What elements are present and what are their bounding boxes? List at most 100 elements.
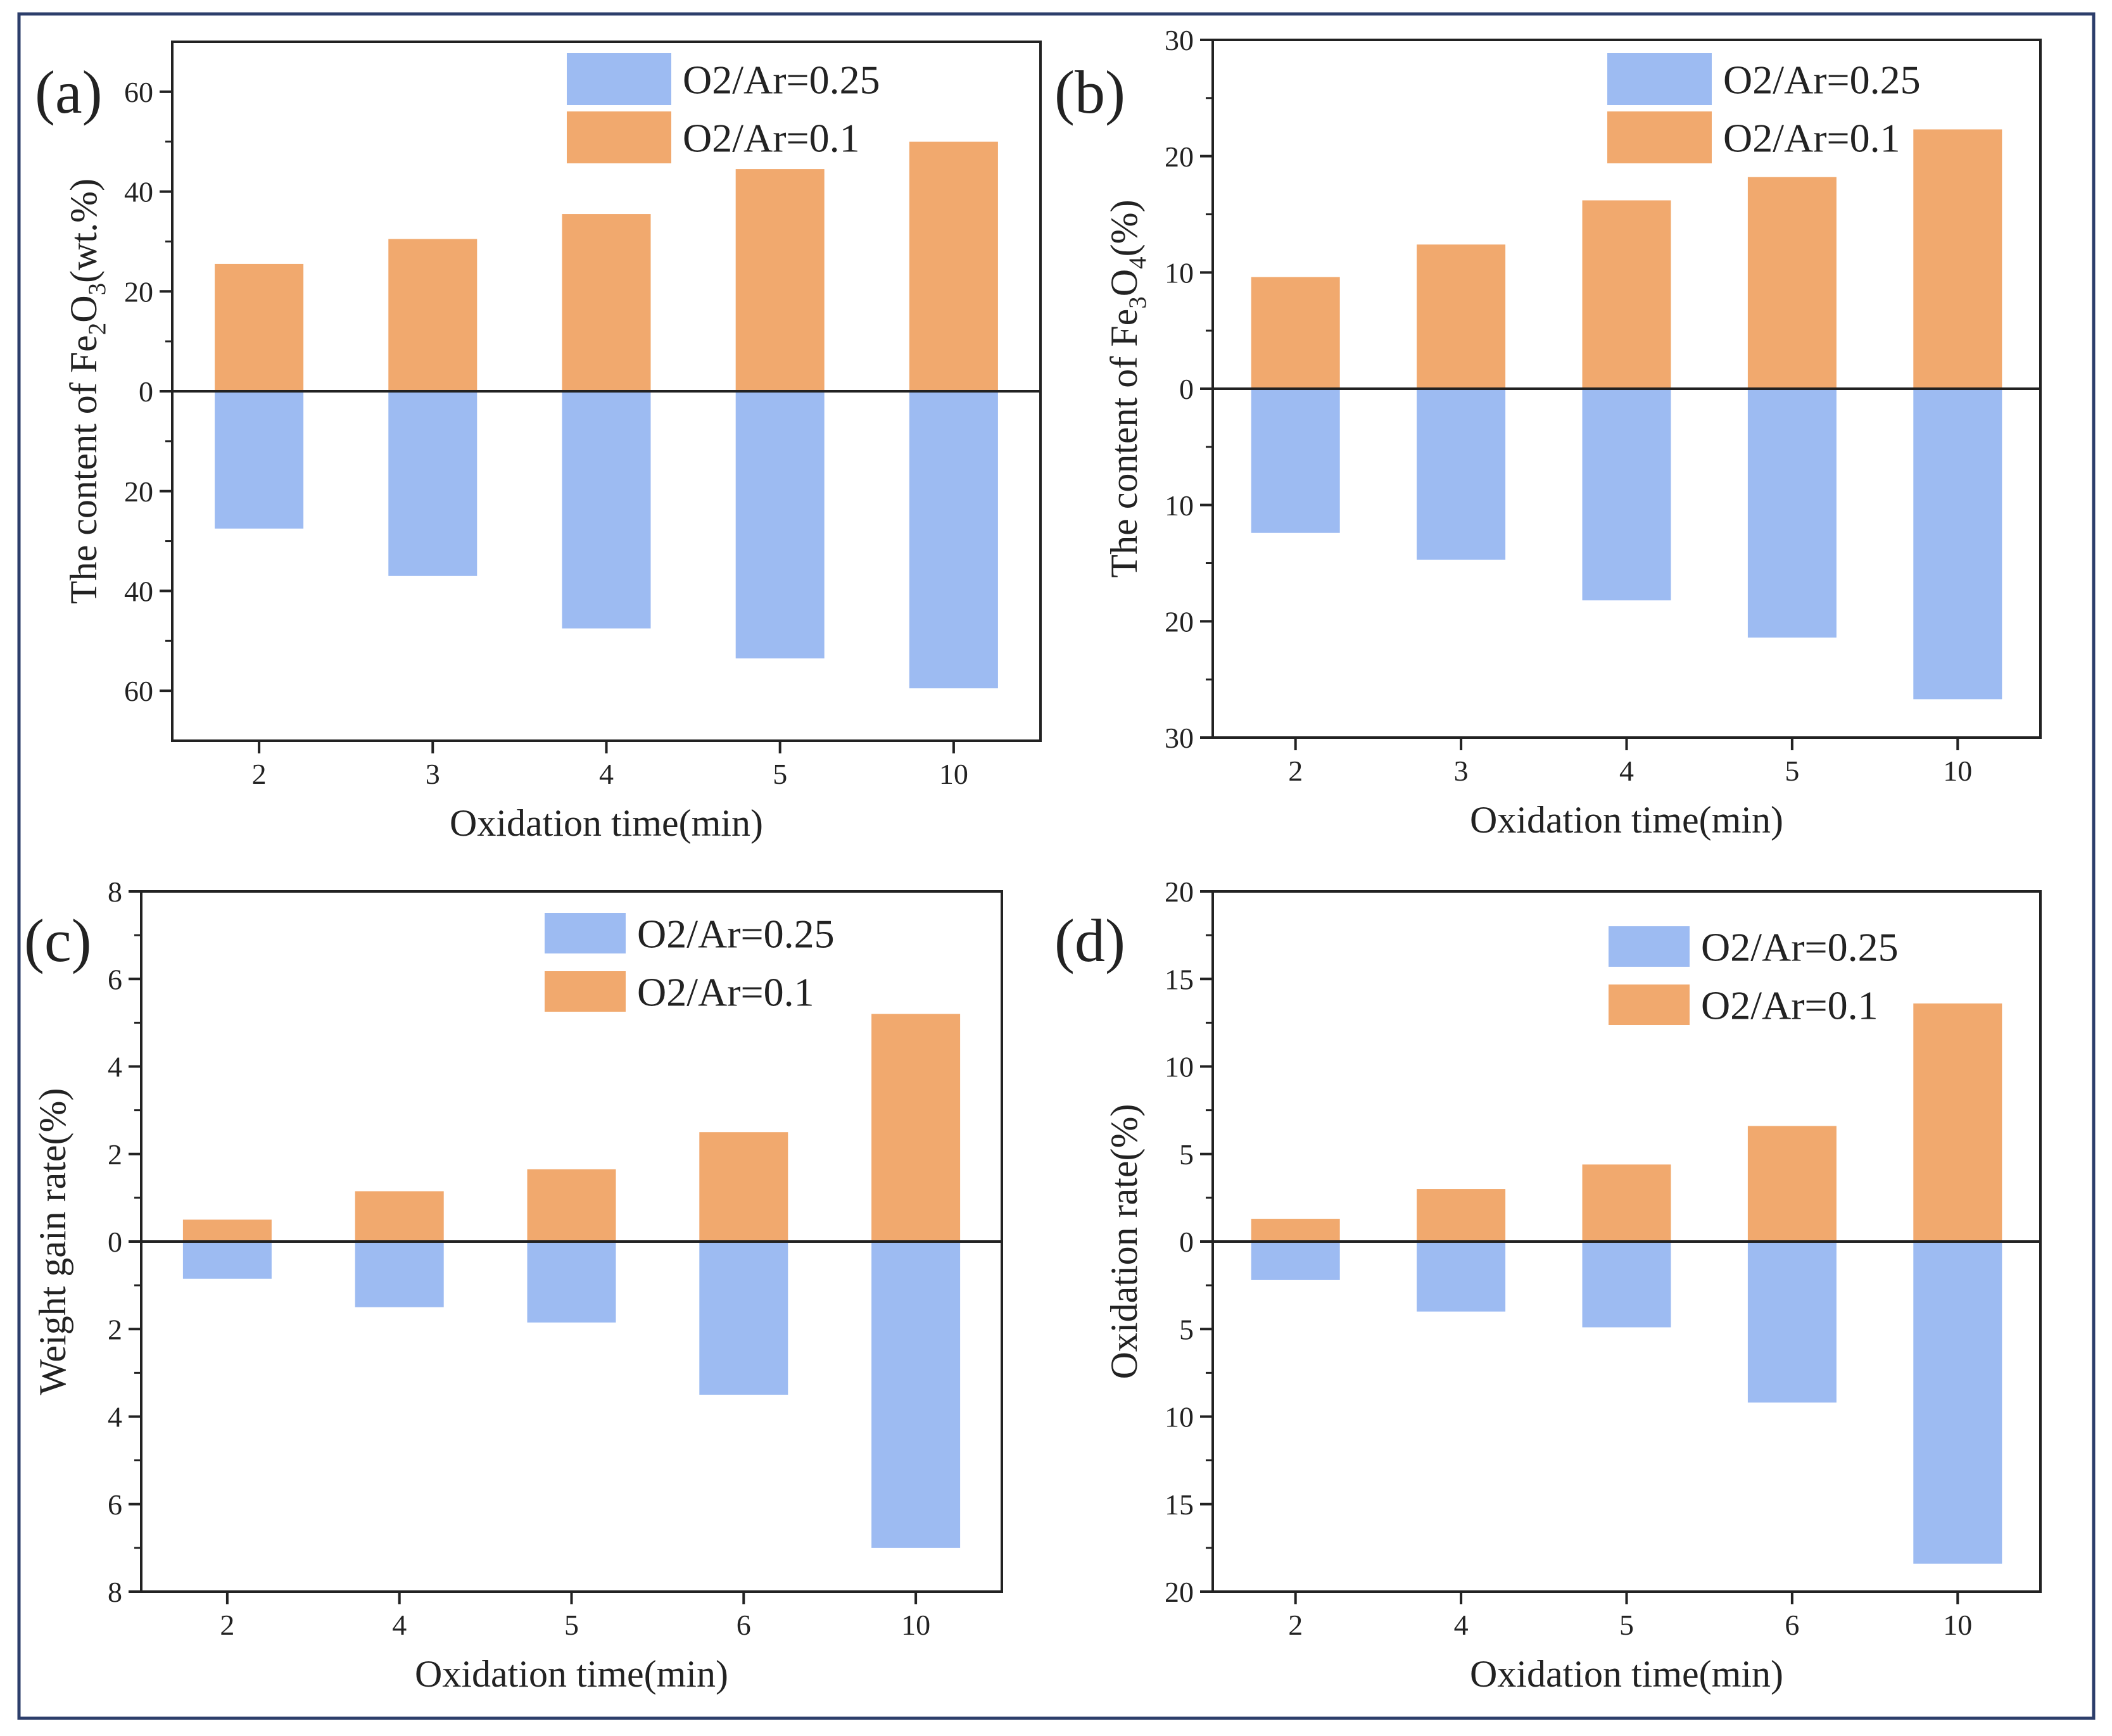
bar-o2ar-01-4	[355, 1191, 444, 1242]
y-tick-label: 30	[1165, 722, 1194, 754]
y-tick-label: 20	[124, 275, 153, 308]
legend-swatch-o2ar-025	[1607, 53, 1712, 105]
bar-o2ar-025-4	[1582, 389, 1671, 601]
panel-label: (b)	[1054, 58, 1125, 126]
y-tick-label: 6	[108, 963, 122, 995]
x-tick-label-5: 5	[564, 1609, 579, 1641]
y-tick-label: 2	[108, 1313, 122, 1345]
x-axis-label: Oxidation time(min)	[1470, 799, 1783, 841]
x-tick-label-5: 5	[1619, 1609, 1634, 1641]
y-axis-label: The content of Fe3O4(%)	[1103, 199, 1151, 577]
y-tick-label: 4	[108, 1401, 122, 1433]
bar-o2ar-01-10	[909, 141, 998, 391]
y-tick-label: 60	[124, 675, 153, 707]
bar-o2ar-025-10	[871, 1242, 961, 1548]
x-tick-label-5: 5	[1785, 755, 1799, 787]
bar-o2ar-025-4	[355, 1242, 444, 1307]
legend-label-o2ar-025: O2/Ar=0.25	[1723, 57, 1921, 102]
y-tick-label: 2	[108, 1138, 122, 1171]
bar-o2ar-01-2	[182, 1219, 272, 1242]
bar-o2ar-01-2	[215, 263, 304, 391]
y-tick-label: 15	[1165, 963, 1194, 995]
y-tick-label: 10	[1165, 256, 1194, 289]
y-tick-label: 40	[124, 176, 153, 208]
y-tick-label: 0	[1179, 1226, 1194, 1258]
y-tick-label: 20	[1165, 141, 1194, 173]
legend: O2/Ar=0.25 O2/Ar=0.1	[567, 53, 880, 163]
y-tick-label: 8	[108, 876, 122, 908]
y-tick-label: 5	[1179, 1138, 1194, 1171]
bar-o2ar-01-2	[1251, 277, 1340, 389]
legend-label-o2ar-01: O2/Ar=0.1	[1723, 115, 1900, 160]
bar-o2ar-01-10	[1913, 129, 2002, 389]
y-tick-label: 40	[124, 576, 153, 608]
panel-c: 8 6 4 2 0 2 4 6 8 2 4 5 6 10 Oxidation time(min) Weight…	[24, 876, 1003, 1695]
legend: O2/Ar=0.25 O2/Ar=0.1	[1607, 53, 1921, 163]
bar-o2ar-01-5	[527, 1169, 616, 1242]
bar-o2ar-025-5	[527, 1242, 616, 1323]
bar-o2ar-01-10	[1913, 1003, 2002, 1242]
x-axis-label: Oxidation time(min)	[1470, 1653, 1783, 1695]
x-axis-label: Oxidation time(min)	[450, 802, 763, 844]
legend-swatch-o2ar-025	[1609, 926, 1690, 967]
y-tick-label: 20	[1165, 876, 1194, 908]
legend-label-o2ar-01: O2/Ar=0.1	[637, 969, 814, 1014]
x-tick-label-10: 10	[1943, 1609, 1972, 1641]
bar-o2ar-025-4	[562, 391, 651, 629]
bar-o2ar-025-10	[1913, 1242, 2002, 1564]
bar-o2ar-025-10	[1913, 389, 2002, 700]
bar-o2ar-01-4	[1582, 200, 1671, 389]
y-tick-label: 10	[1165, 489, 1194, 522]
legend-swatch-o2ar-01	[545, 971, 626, 1012]
y-tick-label: 15	[1165, 1488, 1194, 1521]
bar-o2ar-025-5	[1747, 389, 1837, 638]
x-axis-label: Oxidation time(min)	[415, 1653, 728, 1695]
bar-o2ar-025-5	[1582, 1242, 1671, 1328]
x-tick-label-2: 2	[1288, 755, 1303, 787]
x-tick-label-4: 4	[1454, 1609, 1469, 1641]
bar-o2ar-01-10	[871, 1014, 961, 1242]
y-tick-label: 0	[1179, 373, 1194, 405]
panel-label: (d)	[1054, 907, 1125, 974]
bar-o2ar-025-2	[1251, 1242, 1340, 1280]
y-tick-label: 6	[108, 1488, 122, 1521]
bar-o2ar-01-6	[1747, 1126, 1837, 1242]
legend-label-o2ar-025: O2/Ar=0.25	[637, 911, 835, 956]
bar-o2ar-01-3	[1417, 244, 1506, 389]
x-tick-label-5: 5	[773, 758, 787, 790]
legend-swatch-o2ar-025	[545, 913, 626, 953]
legend-swatch-o2ar-01	[1607, 111, 1712, 163]
y-tick-label: 8	[108, 1576, 122, 1608]
y-tick-label: 10	[1165, 1051, 1194, 1083]
x-tick-label-4: 4	[392, 1609, 407, 1641]
x-tick-label-2: 2	[252, 758, 267, 790]
y-tick-label: 4	[108, 1051, 122, 1083]
bar-o2ar-025-6	[699, 1242, 788, 1395]
y-tick-label: 0	[139, 375, 153, 408]
y-tick-label: 60	[124, 76, 153, 108]
bar-o2ar-025-10	[909, 391, 998, 689]
y-tick-label: 10	[1165, 1401, 1194, 1433]
bar-o2ar-01-5	[735, 169, 825, 391]
panel-d: 20 15 10 5 0 5 10 15 20 2 4 5 6 10 Oxidation time(min)…	[1054, 876, 2042, 1695]
bar-o2ar-025-2	[182, 1242, 272, 1279]
bar-o2ar-01-4	[1417, 1189, 1506, 1242]
bar-o2ar-01-5	[1582, 1164, 1671, 1242]
bar-o2ar-01-3	[388, 239, 477, 391]
x-tick-label-10: 10	[1943, 755, 1972, 787]
x-tick-label-6: 6	[737, 1609, 751, 1641]
panel-label: (c)	[24, 907, 92, 974]
legend-swatch-o2ar-025	[567, 53, 671, 105]
y-axis-label: Weight gain rate(%)	[32, 1088, 73, 1395]
bar-o2ar-025-6	[1747, 1242, 1837, 1403]
bar-o2ar-01-4	[562, 214, 651, 391]
legend-swatch-o2ar-01	[1609, 984, 1690, 1025]
legend: O2/Ar=0.25 O2/Ar=0.1	[1609, 924, 1899, 1028]
panel-b: 30 20 10 0 10 20 30 2 3 4 5 10 Oxidation time(min) Th…	[1054, 24, 2042, 841]
legend: O2/Ar=0.25 O2/Ar=0.1	[545, 911, 835, 1014]
y-tick-label: 20	[1165, 605, 1194, 638]
y-axis-label: The content of Fe2O3(wt.%)	[63, 179, 111, 604]
x-tick-label-10: 10	[939, 758, 968, 790]
figure-frame	[17, 12, 2096, 1720]
